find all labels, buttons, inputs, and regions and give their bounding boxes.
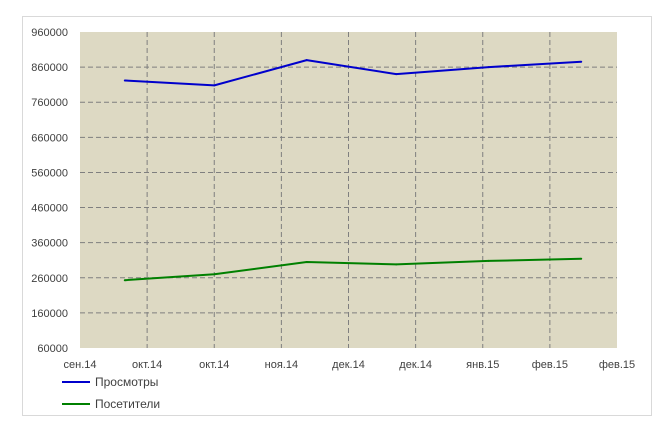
x-tick-label: фев.15: [532, 359, 568, 371]
legend: Просмотры Посетители: [62, 375, 160, 411]
data-point: [580, 257, 583, 260]
legend-label: Просмотры: [95, 375, 158, 389]
data-point: [213, 84, 216, 87]
data-point: [213, 273, 216, 276]
x-tick-label: окт.14: [132, 359, 162, 371]
x-tick-label: сен.14: [64, 359, 97, 371]
x-tick-label: окт.14: [199, 359, 229, 371]
x-tick-label: янв.15: [466, 359, 499, 371]
data-point: [395, 263, 398, 266]
y-tick-label: 760000: [31, 97, 68, 109]
y-tick-label: 460000: [31, 203, 68, 215]
x-axis-ticks: сен.14 окт.14 окт.14 ноя.14 дек.14 дек.14 янв.…: [64, 359, 636, 371]
series-line-1: [124, 59, 582, 87]
data-point: [487, 259, 490, 262]
x-tick-label: дек.14: [399, 359, 432, 371]
y-tick-label: 860000: [31, 62, 68, 74]
x-tick-label: ноя.14: [265, 359, 298, 371]
data-point: [305, 261, 308, 263]
series-line-2: [124, 257, 582, 282]
y-tick-label: 560000: [31, 167, 68, 179]
data-point: [395, 73, 398, 76]
x-tick-label: фев.15: [599, 359, 635, 371]
x-tick-label: дек.14: [332, 359, 365, 371]
data-point: [305, 59, 308, 62]
data-point: [580, 60, 583, 63]
y-tick-label: 660000: [31, 132, 68, 144]
y-tick-label: 260000: [31, 273, 68, 285]
data-point: [123, 279, 126, 282]
y-tick-label: 360000: [31, 238, 68, 250]
y-tick-label: 160000: [31, 308, 68, 320]
data-point: [123, 79, 126, 82]
y-tick-label: 60000: [37, 343, 68, 355]
y-axis-ticks: 60000 160000 260000 360000 460000 560000 66000…: [31, 27, 68, 355]
y-tick-label: 960000: [31, 27, 68, 39]
series-lines: [123, 59, 583, 282]
legend-label: Посетители: [95, 397, 160, 411]
data-point: [487, 66, 490, 69]
